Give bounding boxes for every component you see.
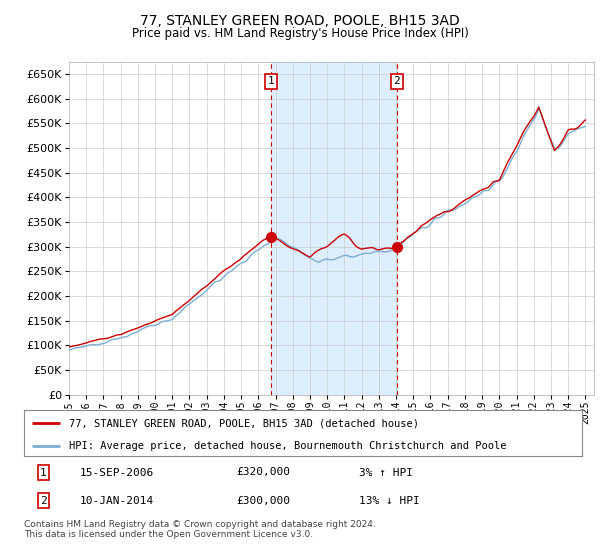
Text: 1: 1: [40, 468, 47, 478]
Text: 13% ↓ HPI: 13% ↓ HPI: [359, 496, 419, 506]
Bar: [271, 62, 397, 395]
Text: 77, STANLEY GREEN ROAD, POOLE, BH15 3AD (detached house): 77, STANLEY GREEN ROAD, POOLE, BH15 3AD …: [68, 418, 419, 428]
Text: Contains HM Land Registry data © Crown copyright and database right 2024.
This d: Contains HM Land Registry data © Crown c…: [24, 520, 376, 539]
Text: 1: 1: [268, 76, 274, 86]
Text: 3% ↑ HPI: 3% ↑ HPI: [359, 468, 413, 478]
Text: 2: 2: [394, 76, 400, 86]
Text: £320,000: £320,000: [236, 468, 290, 478]
Text: 77, STANLEY GREEN ROAD, POOLE, BH15 3AD: 77, STANLEY GREEN ROAD, POOLE, BH15 3AD: [140, 14, 460, 28]
Text: £300,000: £300,000: [236, 496, 290, 506]
Text: 2: 2: [40, 496, 47, 506]
Text: 10-JAN-2014: 10-JAN-2014: [80, 496, 154, 506]
Text: HPI: Average price, detached house, Bournemouth Christchurch and Poole: HPI: Average price, detached house, Bour…: [68, 441, 506, 451]
Text: 15-SEP-2006: 15-SEP-2006: [80, 468, 154, 478]
Text: Price paid vs. HM Land Registry's House Price Index (HPI): Price paid vs. HM Land Registry's House …: [131, 27, 469, 40]
